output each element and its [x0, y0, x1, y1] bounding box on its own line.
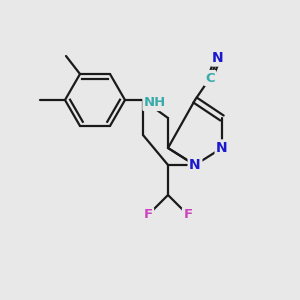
Text: C: C [205, 71, 215, 85]
Text: F: F [143, 208, 153, 221]
Text: N: N [189, 158, 201, 172]
Text: F: F [183, 208, 193, 221]
Text: N: N [212, 51, 224, 65]
Text: NH: NH [144, 97, 166, 110]
Text: N: N [216, 141, 228, 155]
